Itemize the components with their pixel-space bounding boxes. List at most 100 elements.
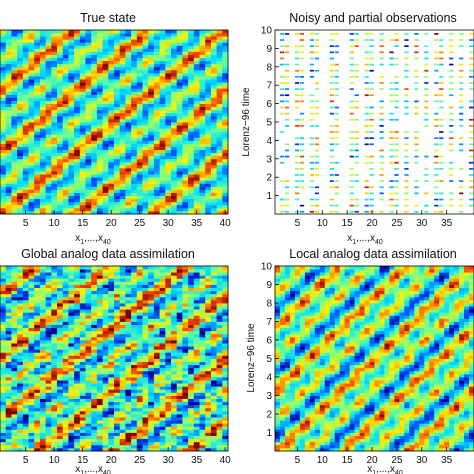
heatmap-cell — [176, 417, 183, 421]
heatmap-cell — [153, 383, 160, 387]
heatmap-cell — [28, 82, 35, 86]
heatmap-cell — [193, 100, 200, 104]
heatmap-cell — [210, 373, 217, 378]
heatmap-cell — [102, 69, 109, 74]
heatmap-cell — [182, 420, 189, 424]
heatmap-cell — [96, 149, 103, 154]
heatmap-cell — [114, 57, 121, 62]
observation-mark — [279, 106, 285, 109]
x-tick-label: 30 — [416, 218, 428, 229]
heatmap-cell — [199, 423, 206, 427]
heatmap-cell — [22, 426, 29, 430]
heatmap-cell — [182, 57, 189, 62]
heatmap-cell — [11, 346, 18, 350]
heatmap-cell — [34, 315, 41, 319]
heatmap-cell — [193, 330, 200, 335]
heatmap-cell — [96, 333, 103, 338]
heatmap-cell — [74, 54, 81, 58]
heatmap-cell — [74, 407, 81, 412]
observation-mark — [439, 192, 444, 195]
heatmap-cell — [0, 204, 7, 209]
observation-mark — [334, 69, 339, 72]
heatmap-cell — [74, 48, 81, 52]
observation-mark — [354, 155, 359, 158]
heatmap-cell — [205, 343, 212, 347]
heatmap-cell — [85, 79, 92, 83]
observation-mark — [279, 45, 285, 48]
heatmap-cell — [11, 128, 18, 132]
heatmap-cell — [182, 367, 189, 372]
heatmap-cell — [199, 364, 206, 369]
heatmap-cell — [91, 51, 98, 55]
heatmap-cell — [0, 355, 7, 359]
heatmap-cell — [102, 146, 109, 150]
heatmap-cell — [39, 407, 46, 412]
heatmap-cell — [45, 343, 52, 347]
heatmap-cell — [171, 386, 178, 390]
heatmap-cell — [96, 128, 103, 132]
heatmap-cell — [57, 383, 64, 387]
heatmap-cell — [91, 312, 98, 316]
heatmap-cell — [68, 183, 75, 187]
heatmap-cell — [188, 51, 195, 55]
heatmap-cell — [108, 174, 115, 178]
observation-mark — [369, 82, 374, 84]
heatmap-cell — [153, 164, 160, 169]
heatmap-cell — [39, 429, 46, 433]
heatmap-cell — [96, 386, 103, 390]
heatmap-cell — [131, 309, 138, 313]
heatmap-cell — [182, 327, 189, 332]
heatmap-cell — [159, 429, 166, 433]
heatmap-cell — [148, 76, 155, 80]
heatmap-cell — [57, 171, 64, 175]
heatmap-cell — [131, 82, 138, 86]
heatmap-cell — [39, 88, 46, 92]
heatmap-cell — [205, 161, 212, 166]
heatmap-cell — [188, 423, 195, 427]
observation-mark — [404, 63, 409, 66]
heatmap-cell — [28, 42, 35, 46]
heatmap-cell — [131, 85, 138, 89]
heatmap-cell — [45, 392, 52, 396]
heatmap-cell — [182, 118, 189, 123]
heatmap-cell — [148, 180, 155, 184]
heatmap-cell — [22, 100, 29, 104]
heatmap-cell — [28, 420, 35, 424]
heatmap-cell — [34, 303, 41, 307]
heatmap-cell — [79, 149, 86, 154]
heatmap-cell — [222, 186, 229, 190]
heatmap-cell — [34, 380, 41, 384]
heatmap-cell — [62, 389, 69, 393]
heatmap-cell — [0, 36, 7, 40]
heatmap-cell — [119, 407, 126, 412]
heatmap-cell — [205, 340, 212, 344]
heatmap-cell — [108, 201, 115, 206]
heatmap-cell — [165, 91, 172, 95]
heatmap-cell — [5, 401, 12, 406]
heatmap-cell — [188, 441, 195, 446]
heatmap-cell — [102, 321, 109, 325]
heatmap-cell — [79, 306, 86, 310]
observation-mark — [314, 198, 320, 201]
heatmap-cell — [17, 118, 24, 123]
heatmap-cell — [131, 164, 138, 169]
heatmap-cell — [153, 340, 160, 344]
observation-mark — [309, 186, 315, 189]
observation-mark — [314, 174, 320, 176]
heatmap-cell — [222, 88, 229, 92]
heatmap-cell — [34, 79, 41, 83]
heatmap-cell — [68, 164, 75, 169]
observation-mark — [439, 76, 444, 78]
heatmap-cell — [131, 152, 138, 157]
heatmap-cell — [148, 164, 155, 169]
heatmap-cell — [182, 106, 189, 111]
heatmap-cell — [34, 420, 41, 424]
heatmap-cell — [74, 140, 81, 144]
heatmap-cell — [108, 137, 115, 141]
heatmap-cell — [5, 309, 12, 313]
heatmap-cell — [17, 432, 24, 436]
heatmap-cell — [91, 355, 98, 359]
heatmap-cell — [79, 361, 86, 366]
heatmap-cell — [108, 398, 115, 403]
heatmap-cell — [216, 299, 223, 304]
